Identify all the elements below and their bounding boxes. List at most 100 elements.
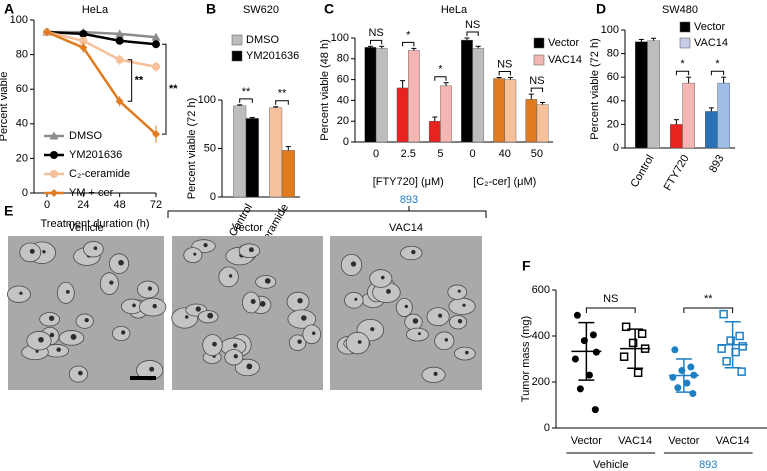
- data-point: [576, 385, 584, 393]
- nucleolus: [462, 303, 466, 307]
- cell-nucleus: [434, 331, 455, 351]
- data-point: [722, 357, 731, 366]
- data-point: [115, 29, 125, 38]
- nucleolus: [42, 250, 46, 254]
- significance-bracket: [530, 87, 544, 93]
- nucleolus: [354, 297, 358, 301]
- data-point: [115, 97, 124, 106]
- y-tick-label: 40: [16, 118, 28, 130]
- data-point: [619, 352, 629, 361]
- nucleolus: [465, 350, 469, 355]
- nucleolus: [203, 243, 208, 248]
- scale-bar: [130, 376, 156, 380]
- nucleolus: [380, 275, 385, 280]
- significance-bracket: [683, 307, 734, 313]
- nucleolus: [444, 338, 449, 342]
- bar: [635, 41, 648, 149]
- cell-nucleus: [406, 327, 429, 342]
- data-point: [689, 390, 697, 397]
- data-point: [43, 28, 51, 37]
- annotation: NS: [529, 75, 544, 87]
- data-point: [717, 344, 726, 353]
- y-axis-label: Percent viable (72 h): [186, 98, 198, 200]
- nucleolus: [118, 259, 124, 266]
- cell-nucleus: [111, 325, 131, 341]
- nucleolus: [228, 274, 233, 278]
- significance-bracket: [275, 100, 289, 105]
- y-tick-label: 60: [337, 74, 349, 86]
- data-point: [719, 309, 728, 319]
- cell-nucleus: [288, 334, 307, 351]
- nucleolus: [212, 341, 217, 347]
- cell-nucleus: [7, 285, 31, 303]
- y-tick-label: 100: [10, 14, 28, 26]
- bar: [408, 50, 420, 143]
- significance-bracket: [127, 59, 133, 102]
- significance-bracket: [710, 70, 725, 76]
- legend-marker: [50, 170, 58, 178]
- y-tick-label: 80: [16, 49, 28, 61]
- nucleolus: [412, 318, 419, 324]
- data-point: [152, 62, 160, 71]
- cell-nucleus: [75, 313, 94, 329]
- nucleolus: [386, 289, 391, 294]
- cell-nucleus: [224, 349, 244, 366]
- bar: [364, 47, 377, 143]
- annotation: NS: [465, 19, 480, 31]
- panel-letter: B: [206, 1, 216, 17]
- cell-nucleus: [183, 247, 203, 264]
- nucleolus: [357, 340, 362, 344]
- image-label: VAC14: [389, 222, 423, 234]
- x-tick-label: FTY720: [662, 153, 692, 193]
- nucleolus: [233, 354, 238, 359]
- y-tick-label: 80: [607, 48, 619, 60]
- bar: [493, 78, 505, 143]
- nucleolus: [109, 280, 114, 285]
- x-tick-label: 2.5: [401, 148, 416, 160]
- bar: [472, 48, 485, 143]
- x-tick-label: Control: [628, 153, 656, 190]
- data-point: [571, 355, 579, 363]
- x-tick-label: 0: [373, 148, 379, 160]
- bar: [440, 85, 452, 143]
- data-point: [738, 342, 747, 351]
- x-tick-label: 893: [707, 153, 727, 175]
- nucleolus: [246, 363, 253, 370]
- significance-bracket: [466, 31, 479, 36]
- bar: [705, 111, 718, 149]
- data-point: [589, 331, 597, 339]
- y-tick-label: 200: [532, 376, 550, 388]
- cell-nucleus: [345, 331, 370, 355]
- legend-swatch: [231, 34, 243, 46]
- y-tick-label: 20: [337, 115, 349, 127]
- group-label: 893: [699, 459, 717, 471]
- legend-swatch: [679, 37, 691, 49]
- significance-bracket: [239, 98, 253, 103]
- y-axis-label: Percent viable (72 h): [589, 38, 601, 140]
- nucleolus: [147, 286, 153, 291]
- significance-bracket: [402, 41, 415, 47]
- nucleolus: [301, 315, 307, 321]
- nucleolus: [65, 290, 70, 294]
- bar: [281, 150, 295, 198]
- significance-bracket: [675, 70, 690, 76]
- nucleolus: [193, 252, 197, 256]
- annotation: NS: [603, 293, 618, 305]
- nucleolus: [152, 303, 157, 309]
- cell-nucleus: [99, 272, 119, 295]
- nucleolus: [49, 332, 55, 338]
- nucleolus: [35, 349, 39, 353]
- data-point: [687, 363, 695, 371]
- chart-title: HeLa: [441, 4, 468, 16]
- nucleolus: [457, 289, 461, 293]
- cell-nucleus: [218, 266, 239, 288]
- x-tick-label: 0: [44, 199, 50, 211]
- data-point: [79, 43, 88, 52]
- legend-marker: [50, 189, 58, 197]
- y-tick-label: 0: [544, 422, 550, 434]
- bar: [245, 118, 259, 198]
- cell-nucleus: [421, 366, 446, 383]
- significance-bracket: [434, 76, 447, 81]
- bar: [717, 82, 730, 149]
- y-tick-label: 60: [16, 83, 28, 95]
